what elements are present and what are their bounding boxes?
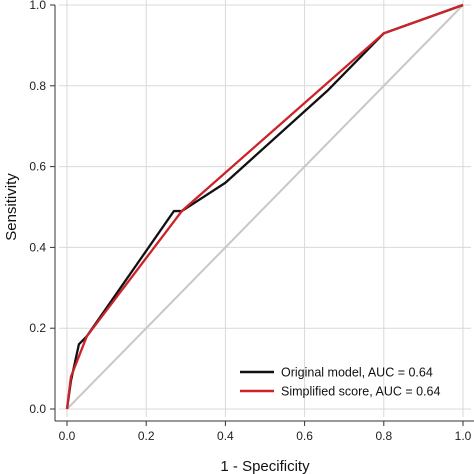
series-layer bbox=[65, 3, 464, 410]
y-tick-label: 0.0 bbox=[29, 402, 46, 416]
x-tick-label: 1.0 bbox=[455, 429, 472, 443]
y-axis-title: Sensitivity bbox=[3, 173, 20, 241]
series-line-simplified-score bbox=[65, 3, 464, 410]
x-tick-label: 0.6 bbox=[296, 429, 313, 443]
legend: Original model, AUC = 0.64 Simplified sc… bbox=[240, 366, 440, 399]
x-tick-labels: 0.0 0.2 0.4 0.6 0.8 1.0 bbox=[59, 429, 472, 443]
y-tick-label: 0.8 bbox=[29, 79, 46, 93]
axes bbox=[50, 4, 474, 426]
reference-diagonal bbox=[66, 4, 464, 410]
y-tick-label: 1.0 bbox=[29, 0, 46, 12]
x-tick-label: 0.8 bbox=[375, 429, 392, 443]
y-tick-labels: 0.0 0.2 0.4 0.6 0.8 1.0 bbox=[29, 0, 46, 416]
y-tick-label: 0.2 bbox=[29, 321, 46, 335]
grid bbox=[59, 0, 471, 417]
y-tick-label: 0.4 bbox=[29, 240, 46, 254]
series-line-original-model bbox=[65, 3, 464, 410]
x-tick-label: 0.2 bbox=[138, 429, 155, 443]
legend-label-original-model: Original model, AUC = 0.64 bbox=[281, 366, 433, 380]
x-tick-label: 0.4 bbox=[217, 429, 234, 443]
legend-label-simplified-score: Simplified score, AUC = 0.64 bbox=[281, 385, 440, 399]
y-tick-label: 0.6 bbox=[29, 160, 46, 174]
x-tick-label: 0.0 bbox=[59, 429, 76, 443]
x-axis-title: 1 - Specificity bbox=[220, 458, 310, 474]
